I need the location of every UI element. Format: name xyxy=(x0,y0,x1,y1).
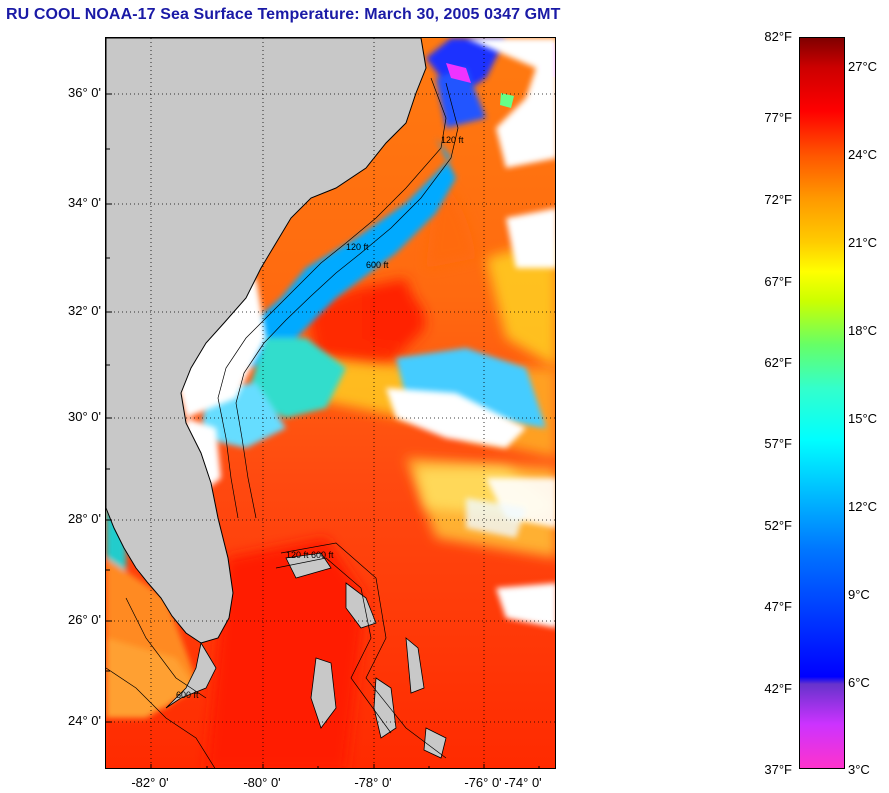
contour-label-120ft-b: 120 ft xyxy=(346,242,369,252)
lat-label-32: 32° 0' xyxy=(68,303,101,318)
lon-label-78: -78° 0' xyxy=(354,775,392,790)
lon-label-76: -76° 0' xyxy=(464,775,502,790)
colorbar-c-3: 3°C xyxy=(848,762,870,777)
colorbar-f-52: 52°F xyxy=(764,518,792,533)
lon-label-80: -80° 0' xyxy=(243,775,281,790)
tick-marks xyxy=(106,93,540,768)
sst-map-image: 120 ft 120 ft 600 ft 120 ft 600 ft 600 f… xyxy=(106,38,555,768)
colorbar-c-9: 9°C xyxy=(848,587,870,602)
contour-text: 120 ft 120 ft 600 ft 120 ft 600 ft 600 f… xyxy=(176,135,464,700)
colorbar-f-67: 67°F xyxy=(764,274,792,289)
contour-label-120ft: 120 ft xyxy=(441,135,464,145)
contour-label-120ft-c: 120 ft xyxy=(286,550,309,560)
colorbar-c-21: 21°C xyxy=(848,235,878,250)
colorbar-f-37: 37°F xyxy=(764,762,792,777)
colorbar-c-15: 15°C xyxy=(848,411,878,426)
colorbar-f-77: 77°F xyxy=(764,110,792,125)
colorbar-c-12: 12°C xyxy=(848,499,878,514)
colorbar-f-82: 82°F xyxy=(764,29,792,44)
contour-label-600ft-c: 600 ft xyxy=(176,690,199,700)
lat-label-24: 24° 0' xyxy=(68,713,101,728)
page-title: RU COOL NOAA-17 Sea Surface Temperature:… xyxy=(6,6,561,23)
colorbar xyxy=(799,37,845,769)
lat-label-28: 28° 0' xyxy=(68,511,101,526)
land-mainland xyxy=(106,38,427,644)
lat-label-26: 26° 0' xyxy=(68,612,101,627)
lat-label-34: 34° 0' xyxy=(68,195,101,210)
contour-label-600ft: 600 ft xyxy=(366,260,389,270)
colorbar-c-24: 24°C xyxy=(848,147,878,162)
bathymetry-contours xyxy=(106,77,459,768)
lat-label-36: 36° 0' xyxy=(68,85,101,100)
colorbar-c-6: 6°C xyxy=(848,675,870,690)
colorbar-c-18: 18°C xyxy=(848,323,878,338)
colorbar-f-42: 42°F xyxy=(764,681,792,696)
lat-label-30: 30° 0' xyxy=(68,409,101,424)
colorbar-f-72: 72°F xyxy=(764,192,792,207)
lon-label-82: -82° 0' xyxy=(131,775,169,790)
colorbar-f-57: 57°F xyxy=(764,436,792,451)
sst-map: 120 ft 120 ft 600 ft 120 ft 600 ft 600 f… xyxy=(105,37,556,769)
bahamas-islands xyxy=(285,552,447,759)
colorbar-f-47: 47°F xyxy=(764,599,792,614)
colorbar-f-62: 62°F xyxy=(764,355,792,370)
lon-label-74: -74° 0' xyxy=(504,775,542,790)
contour-label-600ft-b: 600 ft xyxy=(311,550,334,560)
land-florida-keys xyxy=(165,641,217,709)
colorbar-c-27: 27°C xyxy=(848,59,878,74)
